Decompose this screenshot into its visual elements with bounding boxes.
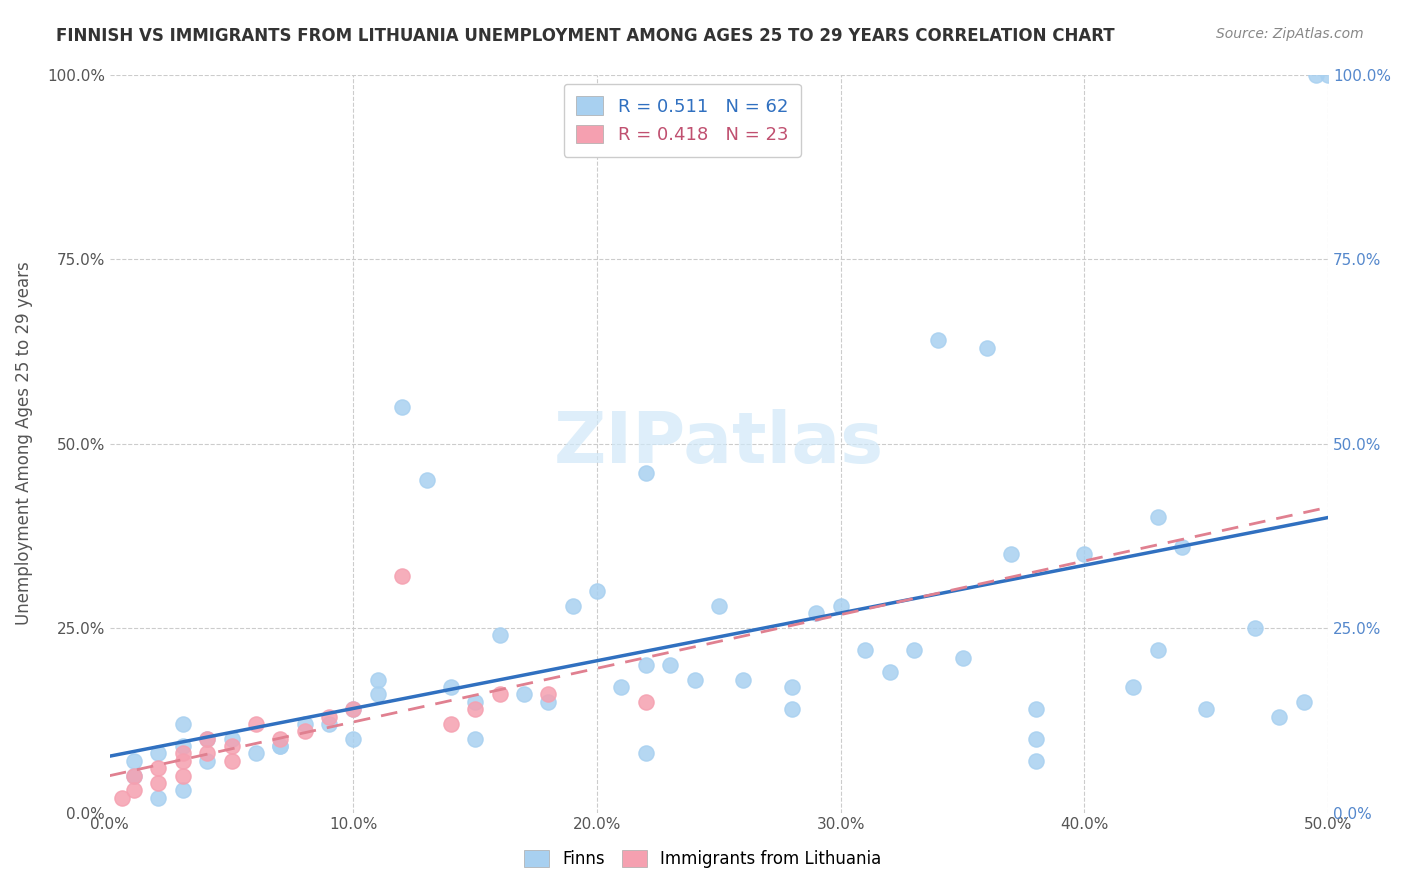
Point (318, 709, 340, 723)
Point (1244, 621, 1267, 635)
Point (1025, 731, 1047, 746)
Point (1292, 695, 1315, 709)
Point (245, 717, 267, 731)
Point (1073, 547, 1095, 561)
Point (634, 466, 657, 480)
Point (221, 754, 243, 768)
Point (148, 790, 170, 805)
Point (537, 695, 560, 709)
Point (634, 747, 657, 761)
Point (342, 702, 364, 716)
Point (733, 673, 755, 687)
Point (195, 731, 218, 746)
Point (1268, 709, 1291, 723)
Point (683, 673, 706, 687)
Point (927, 333, 949, 347)
Point (415, 474, 437, 488)
Point (269, 731, 291, 746)
Point (269, 739, 291, 753)
Point (464, 731, 486, 746)
Point (195, 754, 218, 768)
Point (269, 739, 291, 753)
Point (561, 599, 583, 613)
Point (122, 783, 145, 797)
Point (1146, 510, 1168, 524)
Point (513, 688, 536, 702)
Point (1146, 643, 1168, 657)
Point (122, 769, 145, 783)
Point (367, 688, 389, 702)
Point (464, 702, 486, 716)
Point (634, 695, 657, 709)
Point (318, 717, 340, 731)
Point (294, 724, 316, 739)
Point (440, 717, 463, 731)
Point (172, 783, 194, 797)
Text: ZIPatlas: ZIPatlas (554, 409, 884, 478)
Point (148, 747, 170, 761)
Text: FINNISH VS IMMIGRANTS FROM LITHUANIA UNEMPLOYMENT AMONG AGES 25 TO 29 YEARS CORR: FINNISH VS IMMIGRANTS FROM LITHUANIA UNE… (56, 27, 1115, 45)
Point (245, 747, 267, 761)
Point (610, 680, 633, 694)
Point (1305, 68, 1327, 82)
Point (342, 702, 364, 716)
Point (464, 695, 486, 709)
Point (830, 599, 852, 613)
Point (1122, 680, 1144, 694)
Point (537, 688, 560, 702)
Point (122, 754, 145, 768)
Point (111, 790, 134, 805)
Point (172, 747, 194, 761)
Point (1171, 540, 1194, 554)
Point (879, 665, 901, 680)
Point (1317, 68, 1340, 82)
Point (903, 643, 925, 657)
Point (634, 657, 657, 672)
Point (172, 717, 194, 731)
Point (172, 754, 194, 768)
Point (1025, 702, 1047, 716)
Legend: R = 0.511   N = 62, R = 0.418   N = 23: R = 0.511 N = 62, R = 0.418 N = 23 (564, 84, 801, 157)
Point (952, 650, 974, 665)
Point (391, 400, 413, 414)
Point (780, 702, 803, 716)
Point (195, 731, 218, 746)
Point (172, 739, 194, 753)
Point (976, 341, 998, 355)
Point (1195, 702, 1218, 716)
Legend: Finns, Immigrants from Lithuania: Finns, Immigrants from Lithuania (517, 843, 889, 875)
Point (122, 769, 145, 783)
Y-axis label: Unemployment Among Ages 25 to 29 years: Unemployment Among Ages 25 to 29 years (15, 261, 32, 625)
Point (440, 680, 463, 694)
Point (1000, 547, 1022, 561)
Point (221, 731, 243, 746)
Point (806, 607, 828, 621)
Point (391, 569, 413, 583)
Point (367, 673, 389, 687)
Point (659, 657, 682, 672)
Point (488, 628, 510, 642)
Point (195, 747, 218, 761)
Point (586, 584, 609, 599)
Point (488, 688, 510, 702)
Text: Source: ZipAtlas.com: Source: ZipAtlas.com (1216, 27, 1364, 41)
Point (853, 643, 876, 657)
Point (221, 739, 243, 753)
Point (707, 599, 730, 613)
Point (148, 761, 170, 775)
Point (148, 776, 170, 790)
Point (780, 680, 803, 694)
Point (172, 769, 194, 783)
Point (342, 731, 364, 746)
Point (1025, 754, 1047, 768)
Point (294, 717, 316, 731)
